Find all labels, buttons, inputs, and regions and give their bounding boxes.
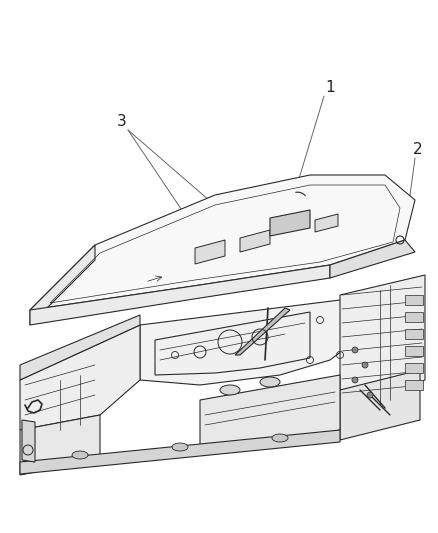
Polygon shape — [30, 245, 95, 325]
Bar — [405, 312, 423, 322]
Polygon shape — [200, 375, 340, 455]
Ellipse shape — [260, 377, 280, 387]
Polygon shape — [240, 230, 270, 252]
Polygon shape — [20, 315, 140, 380]
Polygon shape — [340, 370, 420, 440]
Polygon shape — [330, 240, 415, 278]
Text: 3: 3 — [117, 115, 127, 130]
Polygon shape — [20, 325, 140, 430]
Circle shape — [367, 392, 373, 398]
Bar — [405, 363, 423, 373]
Circle shape — [362, 362, 368, 368]
Bar — [405, 380, 423, 390]
Text: 1: 1 — [325, 80, 335, 95]
Polygon shape — [155, 312, 310, 375]
Polygon shape — [30, 175, 415, 310]
Polygon shape — [20, 415, 100, 475]
Ellipse shape — [220, 385, 240, 395]
Polygon shape — [30, 265, 330, 325]
Ellipse shape — [272, 434, 288, 442]
Bar — [405, 346, 423, 356]
Circle shape — [352, 347, 358, 353]
Bar — [405, 295, 423, 305]
Polygon shape — [340, 275, 425, 400]
Polygon shape — [22, 420, 35, 462]
Circle shape — [352, 377, 358, 383]
Text: 2: 2 — [413, 142, 423, 157]
Polygon shape — [270, 210, 310, 236]
Polygon shape — [140, 295, 380, 385]
Polygon shape — [315, 214, 338, 232]
Bar — [405, 329, 423, 339]
Polygon shape — [195, 240, 225, 264]
Polygon shape — [20, 430, 340, 474]
Polygon shape — [235, 308, 290, 355]
Ellipse shape — [72, 451, 88, 459]
Ellipse shape — [172, 443, 188, 451]
